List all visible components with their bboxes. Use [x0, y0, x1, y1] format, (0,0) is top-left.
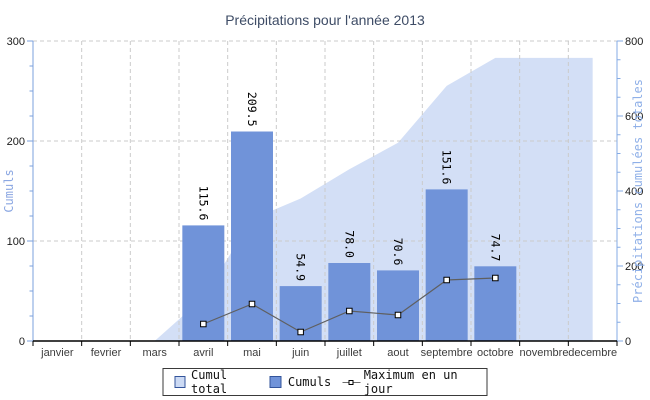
x-tick-label-mai: mai	[243, 347, 261, 359]
bar-swatch-icon	[269, 376, 282, 388]
x-tick-label-septembre: septembre	[421, 347, 473, 359]
left-axis-title: Cumuls	[2, 169, 16, 212]
x-tick-label-octobre: octobre	[477, 347, 514, 359]
max-per-day-marker[interactable]	[297, 328, 304, 336]
bar-value-label: 74.7	[488, 234, 502, 262]
max-per-day-marker[interactable]	[443, 276, 450, 284]
right-tick-label: 200	[625, 261, 643, 273]
right-tick-label: 400	[625, 186, 643, 198]
x-tick-label-fevrier: fevrier	[91, 347, 122, 359]
left-tick-label: 100	[7, 236, 25, 248]
max-per-day-marker[interactable]	[346, 307, 353, 315]
bar-septembre[interactable]	[425, 189, 468, 341]
legend-item-cumuls[interactable]: Cumuls	[269, 375, 332, 389]
x-tick-label-mars: mars	[142, 347, 167, 359]
legend-item-cumul-total[interactable]: Cumul total	[174, 368, 259, 396]
bar-value-label: 78.0	[342, 230, 356, 258]
max-per-day-marker[interactable]	[248, 300, 256, 308]
max-per-day-marker[interactable]	[394, 311, 402, 319]
legend: Cumul total Cumuls Maximum en un jour	[162, 368, 488, 396]
right-tick-label: 600	[625, 111, 643, 123]
area-swatch-icon	[174, 376, 186, 388]
chart-title: Précipitations pour l'année 2013	[225, 12, 425, 28]
x-tick-label-janvier: janvier	[40, 347, 74, 359]
bar-value-label: 54.9	[294, 253, 308, 281]
right-axis-title: Précipitations cumulées totales	[631, 79, 645, 303]
legend-label: Maximum en un jour	[363, 368, 458, 396]
x-tick-label-aout: aout	[387, 347, 408, 359]
legend-label: Cumul total	[191, 368, 228, 396]
bar-value-label: 209.5	[245, 92, 259, 127]
bar-value-label: 151.6	[440, 150, 454, 185]
x-tick-label-juin: juin	[291, 347, 309, 359]
x-tick-label-avril: avril	[193, 347, 213, 359]
max-per-day-marker[interactable]	[200, 320, 207, 328]
left-tick-label: 300	[7, 36, 25, 48]
legend-label: Cumuls	[287, 375, 332, 389]
bar-juillet[interactable]	[328, 263, 371, 341]
legend-item-maximum[interactable]: Maximum en un jour	[342, 368, 475, 396]
line-marker-icon	[342, 378, 361, 387]
x-tick-label-novembre: novembre	[520, 347, 569, 359]
max-per-day-marker[interactable]	[492, 274, 499, 282]
right-tick-label: 0	[625, 336, 631, 348]
left-tick-label: 0	[19, 336, 25, 348]
x-tick-label-juillet: juillet	[336, 347, 362, 359]
left-tick-label: 200	[7, 136, 25, 148]
bar-aout[interactable]	[377, 270, 419, 341]
x-tick-label-decembre: decembre	[568, 347, 617, 359]
right-tick-label: 800	[625, 36, 643, 48]
bar-value-label: 115.6	[196, 186, 210, 221]
bar-value-label: 70.6	[391, 238, 405, 266]
